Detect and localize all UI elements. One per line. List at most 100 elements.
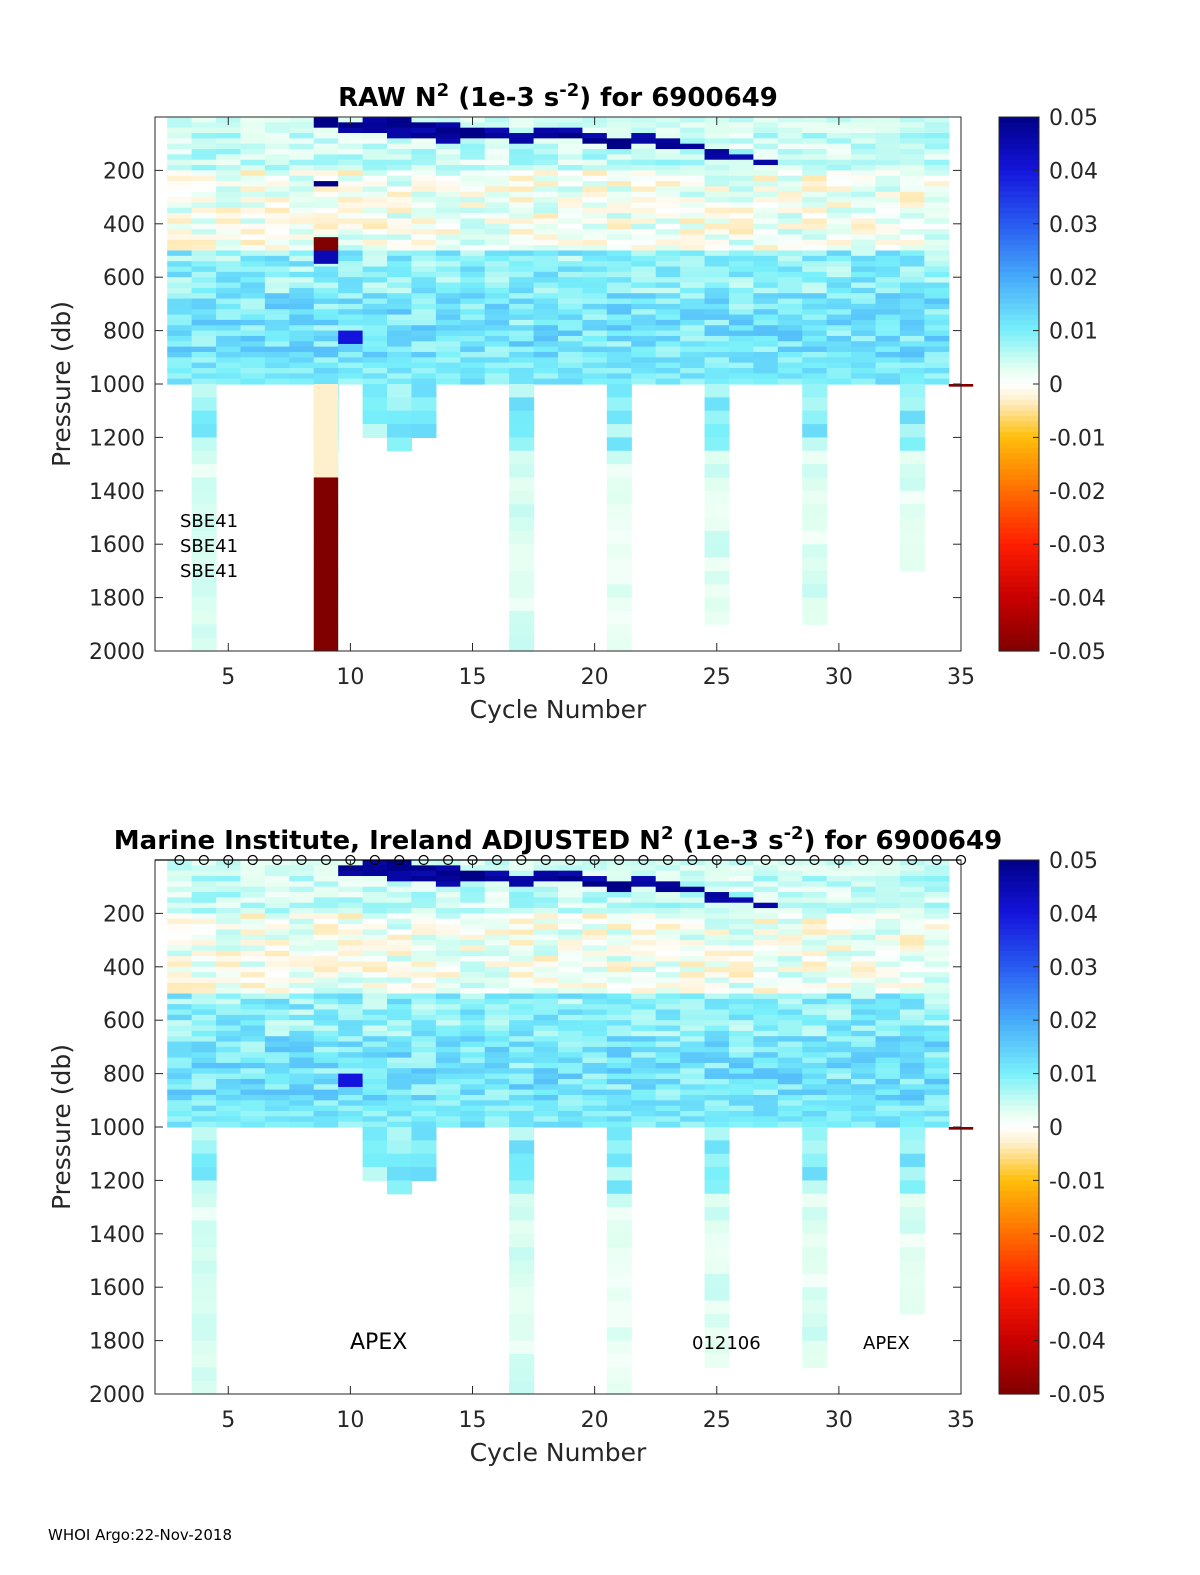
heatmap-cell (509, 314, 535, 321)
heatmap-cell (216, 154, 242, 161)
heatmap-cell (533, 929, 559, 936)
heatmap-cell (264, 934, 290, 941)
heatmap-cell (631, 966, 657, 973)
heatmap-cell (606, 117, 632, 123)
heatmap-cell (484, 881, 510, 888)
heatmap-cell (606, 335, 632, 342)
heatmap-cell (435, 1020, 461, 1027)
heatmap-cell (875, 865, 901, 872)
heatmap-cell (362, 159, 388, 166)
heatmap-cell (387, 966, 413, 973)
heatmap-cell (167, 902, 193, 909)
heatmap-cell (875, 1009, 901, 1016)
heatmap-cell (802, 1004, 828, 1011)
heatmap-cell (606, 1089, 632, 1096)
heatmap-cell (680, 282, 706, 289)
heatmap-cell (509, 170, 535, 177)
heatmap-cell (191, 876, 217, 882)
heatmap-cell (728, 143, 754, 150)
heatmap-cell (753, 1073, 779, 1080)
colorbar-segment (999, 159, 1039, 166)
heatmap-cell (191, 1287, 217, 1302)
heatmap-cell (240, 159, 266, 166)
heatmap-cell (558, 282, 584, 289)
heatmap-cell (606, 373, 632, 380)
colorbar-segment (999, 1185, 1039, 1192)
heatmap-cell (411, 335, 437, 342)
heatmap-cell (313, 892, 339, 898)
heatmap-cell (411, 881, 437, 888)
heatmap-cell (899, 207, 925, 214)
heatmap-cell (387, 424, 413, 438)
heatmap-cell (533, 309, 559, 316)
heatmap-cell (411, 378, 437, 385)
heatmap-cell (362, 892, 388, 898)
heatmap-cell (191, 346, 217, 353)
heatmap-cell (753, 929, 779, 936)
heatmap-cell (606, 918, 632, 925)
heatmap-cell (362, 245, 388, 252)
heatmap-cell (435, 277, 461, 284)
heatmap-cell (851, 357, 877, 364)
heatmap-cell (338, 945, 364, 952)
heatmap-cell (631, 897, 657, 904)
heatmap-cell (460, 175, 486, 182)
heatmap-cell (606, 870, 632, 877)
heatmap-cell (924, 1004, 950, 1011)
heatmap-cell (924, 165, 950, 171)
heatmap-cell (362, 1014, 388, 1021)
heatmap-cell (899, 271, 925, 278)
heatmap-cell (777, 351, 803, 358)
heatmap-cell (484, 154, 510, 161)
colorbar-segment (999, 1324, 1039, 1331)
heatmap-cell (216, 335, 242, 342)
heatmap-cell (509, 1260, 535, 1275)
heatmap-cell (191, 450, 217, 465)
colorbar-segment (999, 1191, 1039, 1198)
heatmap-cell (533, 870, 559, 877)
heatmap-cell (899, 929, 925, 936)
heatmap-cell (655, 335, 681, 342)
heatmap-cell (484, 865, 510, 872)
heatmap-cell (460, 298, 486, 305)
heatmap-cell (655, 207, 681, 214)
heatmap-cell (728, 314, 754, 321)
heatmap-cell (631, 929, 657, 936)
heatmap-cell (289, 165, 315, 171)
heatmap-cell (338, 287, 364, 294)
heatmap-cell (338, 367, 364, 374)
heatmap-cell (899, 902, 925, 909)
heatmap-cell (216, 1110, 242, 1117)
colorbar-segment (999, 902, 1039, 909)
heatmap-cell (826, 1094, 852, 1101)
heatmap-cell (484, 1046, 510, 1053)
heatmap-cell (582, 154, 608, 161)
heatmap-cell (802, 918, 828, 925)
heatmap-cell (387, 924, 413, 931)
heatmap-cell (826, 913, 852, 920)
heatmap-cell (582, 924, 608, 931)
heatmap-cell (728, 865, 754, 872)
heatmap-cell (704, 1340, 730, 1355)
heatmap-cell (631, 1014, 657, 1021)
heatmap-cell (240, 1073, 266, 1080)
heatmap-cell (460, 876, 486, 882)
heatmap-cell (362, 384, 388, 398)
heatmap-cell (191, 373, 217, 380)
heatmap-cell (558, 1025, 584, 1032)
heatmap-cell (216, 1105, 242, 1112)
heatmap-cell (924, 309, 950, 316)
heatmap-cell (387, 373, 413, 380)
heatmap-cell (753, 346, 779, 353)
heatmap-cell (313, 870, 339, 877)
heatmap-cell (899, 1084, 925, 1091)
heatmap-cell (216, 191, 242, 198)
heatmap-cell (899, 1052, 925, 1059)
heatmap-cell (191, 245, 217, 252)
heatmap-cell (411, 325, 437, 332)
heatmap-cell (558, 122, 584, 129)
heatmap-cell (313, 956, 339, 963)
heatmap-cell (875, 892, 901, 898)
x-tick-label: 30 (825, 1408, 853, 1433)
colorbar-segment (999, 1020, 1039, 1027)
